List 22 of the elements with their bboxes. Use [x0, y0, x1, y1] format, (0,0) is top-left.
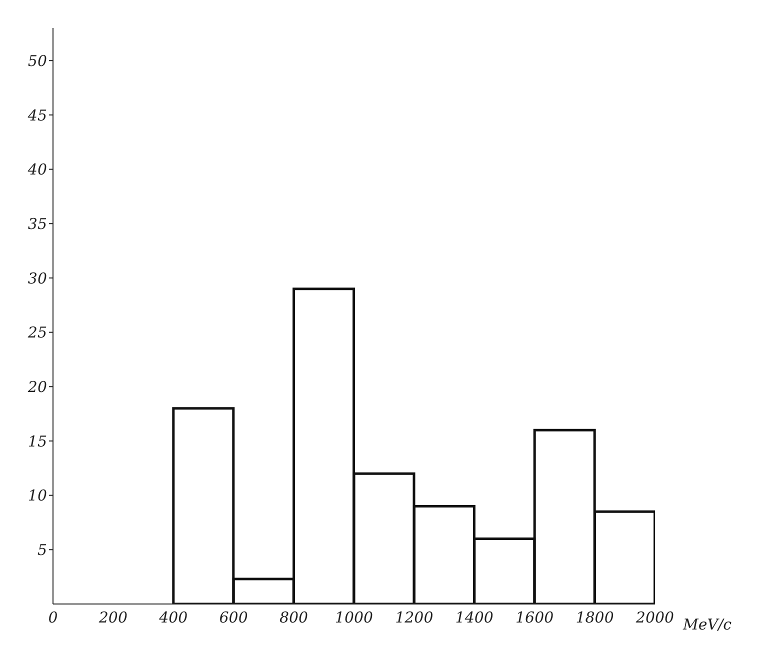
- x-tick-label: 1000: [334, 608, 374, 627]
- x-tick-label: 1400: [455, 608, 494, 627]
- x-tick-label: 400: [158, 608, 188, 627]
- x-tick-label: 1200: [395, 608, 434, 627]
- x-tick-label: 0: [48, 608, 58, 627]
- y-tick-label: 50: [28, 52, 48, 70]
- y-tick-label: 20: [26, 378, 48, 396]
- x-tick-label: 2000: [634, 608, 675, 627]
- y-tick-label: 25: [26, 324, 47, 342]
- x-tick-label: 1600: [516, 608, 554, 627]
- y-tick-label: 30: [28, 269, 48, 288]
- y-tick-label: 10: [28, 486, 48, 505]
- x-tick-label: 1800: [576, 608, 614, 627]
- y-tick-label: 35: [28, 214, 47, 233]
- x-tick-label: 600: [219, 608, 248, 627]
- y-tick-label: 15: [28, 432, 47, 450]
- x-tick-label: 200: [98, 608, 128, 627]
- x-tick-label: 800: [279, 608, 309, 627]
- y-tick-label: 45: [26, 106, 47, 124]
- y-tick-label: 40: [26, 160, 48, 179]
- y-tick-label: 5: [37, 540, 47, 559]
- x-axis-title: MeV/c: [682, 615, 732, 634]
